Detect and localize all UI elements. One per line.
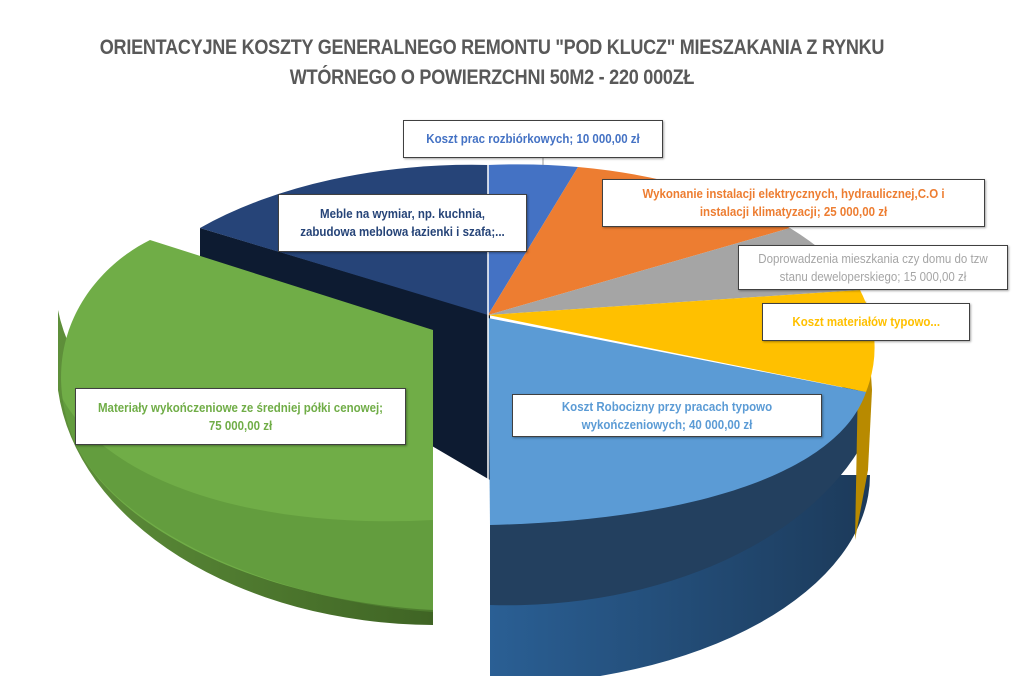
label-rozbiorka: Koszt prac rozbiórkowych; 10 000,00 zł	[403, 120, 663, 158]
slice-robocizna-rim	[490, 330, 870, 606]
chart-title-line-2: WTÓRNEGO O POWIERZCHNI 50M2 - 220 000ZŁ	[289, 66, 695, 89]
label-deweloperski: Doprowadzenia mieszkania czy domu do tzw…	[738, 245, 1008, 290]
label-meble: Meble na wymiar, np. kuchnia, zabudowa m…	[278, 194, 527, 252]
label-instalacje: Wykonanie instalacji elektrycznych, hydr…	[602, 179, 985, 227]
label-materialy-wykonczeniowe: Materiały wykończeniowe ze średniej półk…	[75, 388, 406, 445]
chart-title-line-1: ORIENTACYJNE KOSZTY GENERALNEGO REMONTU …	[99, 36, 885, 59]
label-materialy-typowo: Koszt materiałów typowo...	[762, 303, 970, 341]
label-robocizna: Koszt Robocizny przy pracach typowo wyko…	[512, 394, 822, 437]
